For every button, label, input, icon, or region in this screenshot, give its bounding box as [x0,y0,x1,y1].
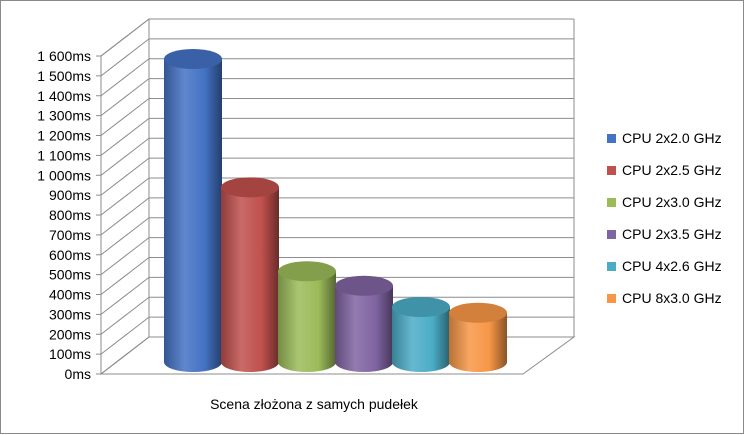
gridline-side [100,276,150,315]
bar-top [164,49,222,69]
gridline-side [100,117,150,156]
y-tick-label: 900ms [49,187,91,203]
x-axis-category-label: Scena złożona z samych pudełek [210,396,419,412]
gridline-side [100,177,150,216]
gridline-side [100,257,150,295]
gridline-side [100,78,150,117]
gridline-side [100,316,150,355]
legend-item: CPU 4x2.6 GHz [607,255,739,287]
bar-cpu-2x3-0-ghz [278,261,336,372]
y-tick-label: 1 500ms [37,68,91,84]
gridline-side [100,336,150,375]
legend-swatch [607,294,616,303]
bar-body [221,187,279,372]
y-tick-label: 200ms [49,326,91,342]
bar-cpu-4x2-6-ghz [392,296,450,372]
bar-body [392,306,450,372]
legend-swatch [607,198,616,207]
gridline-side [100,237,150,276]
y-axis-ticks: 0ms 100ms 200ms 300ms 400ms 500ms 600ms 700ms 80… [37,48,91,382]
legend-label: CPU 2x2.0 GHz [622,130,722,146]
legend-label: CPU 8x3.0 GHz [622,290,722,306]
y-tick-label: 1 400ms [37,88,91,104]
bar-cpu-8x3-0-ghz [449,302,507,372]
bar-top [335,275,393,296]
y-tick-label: 700ms [49,227,91,243]
y-tick-label: 100ms [49,346,91,362]
bar-cpu-2x3-5-ghz [335,275,393,372]
bar-cpu-2x2-0-ghz [164,49,222,372]
bar-body [278,271,336,372]
y-tick-label: 0ms [65,366,91,382]
bar-body [449,312,507,372]
gridline-side [100,58,150,97]
bar-top [392,296,450,317]
gridline-side [100,98,150,136]
gridline-side [100,18,150,57]
gridline-side [100,137,150,176]
gridline-side [100,296,150,335]
y-tick-label: 500ms [49,267,91,283]
gridline-side [100,197,150,236]
bar-top [278,261,336,282]
y-tick-label: 1 300ms [37,108,91,124]
legend-item: CPU 2x2.0 GHz [607,127,739,159]
y-tick-label: 600ms [49,247,91,263]
legend-label: CPU 2x2.5 GHz [622,162,722,178]
gridline-side [100,157,150,196]
legend-item: CPU 2x3.5 GHz [607,223,739,255]
bar-body [164,59,222,372]
y-tick-label: 1 100ms [37,147,91,163]
legend-label: CPU 2x3.0 GHz [622,194,722,210]
y-tick-label: 1 200ms [37,128,91,144]
y-tick-label: 1 000ms [37,167,91,183]
bar-body [335,285,393,372]
y-tick-label: 300ms [49,306,91,322]
legend-item: CPU 8x3.0 GHz [607,287,739,319]
legend-swatch [607,166,616,175]
bars [164,49,507,372]
legend-swatch [607,230,616,239]
y-tick-label: 1 600ms [37,48,91,64]
gridline-side [100,38,150,77]
y-tick-label: 400ms [49,287,91,303]
legend-label: CPU 2x3.5 GHz [622,226,722,242]
legend-swatch [607,134,616,143]
y-tick-label: 800ms [49,207,91,223]
legend-swatch [607,262,616,271]
legend-label: CPU 4x2.6 GHz [622,258,722,274]
bar-cpu-2x2-5-ghz [221,177,279,372]
bar-top [221,177,279,198]
legend-item: CPU 2x2.5 GHz [607,159,739,191]
gridline-side [100,217,150,256]
legend: CPU 2x2.0 GHz CPU 2x2.5 GHz CPU 2x3.0 GHz C… [607,127,739,319]
legend-item: CPU 2x3.0 GHz [607,191,739,223]
bar-top [449,302,507,323]
